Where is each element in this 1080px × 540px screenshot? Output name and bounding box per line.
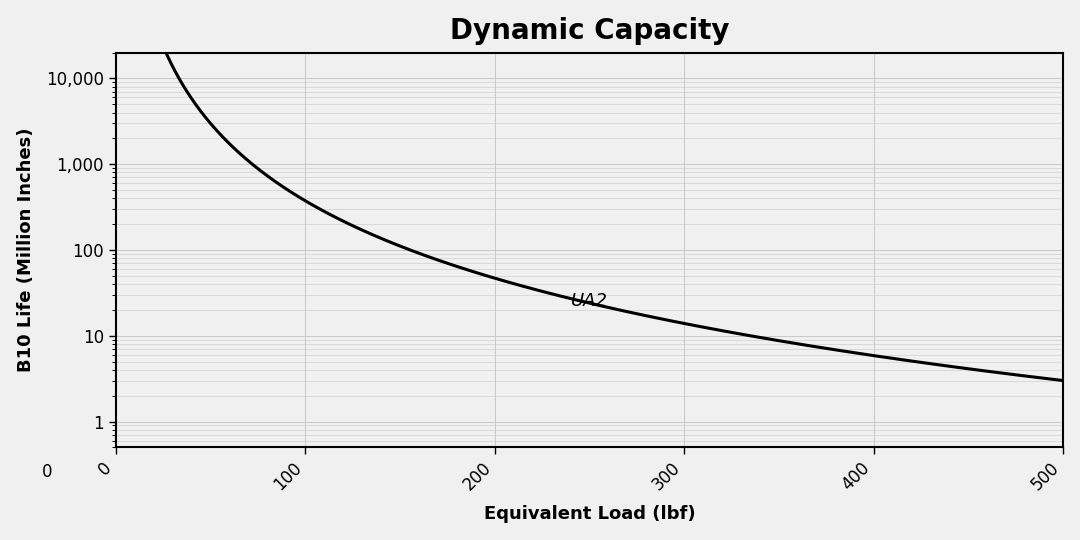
Title: Dynamic Capacity: Dynamic Capacity [449, 17, 729, 45]
X-axis label: Equivalent Load (lbf): Equivalent Load (lbf) [484, 505, 696, 523]
Y-axis label: B10 Life (Million Inches): B10 Life (Million Inches) [16, 127, 35, 372]
Text: UA2: UA2 [570, 292, 608, 310]
Text: 0: 0 [42, 463, 53, 481]
